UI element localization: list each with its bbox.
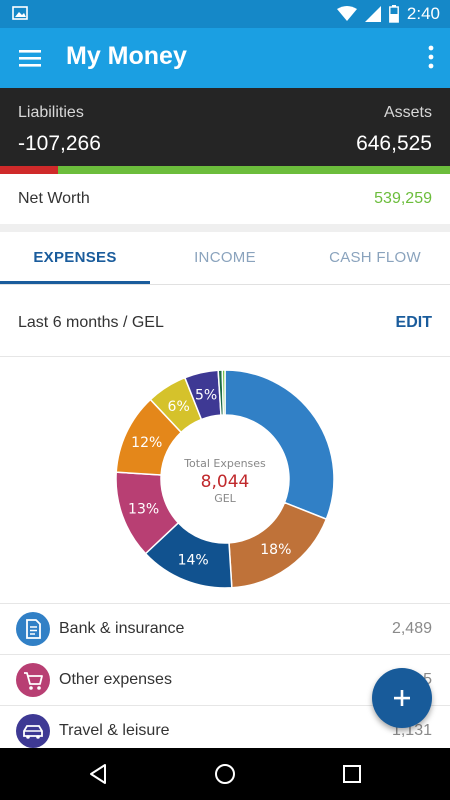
total-expenses-title: Total Expenses: [183, 457, 266, 470]
battery-icon: [389, 5, 399, 23]
category-icon-bg: [16, 612, 50, 646]
slice-percent-label: 12%: [131, 435, 162, 451]
tab-income[interactable]: INCOME: [194, 249, 256, 266]
document-icon: [26, 619, 41, 639]
net-worth-label: Net Worth: [18, 190, 90, 207]
home-icon[interactable]: [213, 762, 237, 786]
net-worth-row[interactable]: Net Worth 539,259: [0, 174, 450, 225]
menu-icon[interactable]: [18, 46, 42, 70]
recents-icon[interactable]: [340, 762, 364, 786]
wifi-icon: [336, 6, 357, 21]
car-icon: [23, 725, 43, 739]
clock: 2:40: [406, 4, 440, 23]
cart-icon: [24, 672, 43, 690]
list-item[interactable]: Bank & insurance 2,489: [0, 603, 450, 654]
list-item-label: Bank & insurance: [59, 620, 185, 637]
period-label: Last 6 months / GEL: [18, 314, 164, 331]
assets-value: 646,525: [356, 132, 432, 155]
slice-percent-label: 6%: [168, 399, 190, 415]
liabilities-value: -107,266: [18, 132, 101, 155]
plus-icon: [394, 690, 410, 706]
total-expenses-currency: GEL: [214, 492, 236, 505]
period-row: Last 6 months / GEL EDIT: [0, 284, 450, 357]
navigation-bar: [0, 748, 450, 800]
edit-button[interactable]: EDIT: [395, 314, 432, 331]
assets-bar: [58, 166, 450, 174]
category-icon-bg: [16, 663, 50, 697]
tab-indicator: [0, 281, 150, 284]
image-notification-icon: [12, 6, 28, 20]
back-icon[interactable]: [86, 762, 110, 786]
category-list: Bank & insurance 2,489 Other expenses 5 …: [0, 603, 450, 756]
liabilities-label: Liabilities: [18, 104, 84, 121]
more-options-icon[interactable]: [426, 44, 436, 70]
status-bar: 2:40: [0, 0, 450, 28]
list-item-label: Other expenses: [59, 671, 172, 688]
balance-summary[interactable]: Liabilities -107,266 Assets 646,525: [0, 88, 450, 174]
slice-percent-label: 5%: [195, 388, 217, 404]
list-item-value: 2,489: [391, 620, 432, 637]
liabilities-bar: [0, 166, 58, 174]
tab-expenses[interactable]: EXPENSES: [33, 249, 117, 266]
category-icon-bg: [16, 714, 50, 748]
list-item[interactable]: Travel & leisure 1,131: [0, 705, 450, 756]
assets-label: Assets: [383, 104, 432, 121]
expenses-donut-chart[interactable]: 18% 14% 13% 12% 6% 5% Total Expenses 8,044 GE…: [112, 366, 338, 592]
list-item-value: 5: [423, 671, 432, 688]
tab-bar: EXPENSES INCOME CASH FLOW: [0, 232, 450, 285]
list-item-label: Travel & leisure: [59, 722, 170, 739]
tab-cash-flow[interactable]: CASH FLOW: [329, 249, 421, 266]
app-title: My Money: [66, 42, 187, 70]
donut-slice[interactable]: [224, 369, 335, 521]
slice-percent-label: 14%: [178, 552, 209, 568]
app-bar: My Money: [0, 28, 450, 88]
list-item[interactable]: Other expenses 5: [0, 654, 450, 705]
section-divider: [0, 224, 450, 232]
donut-slice[interactable]: [221, 369, 226, 416]
slice-percent-label: 18%: [260, 542, 291, 558]
total-expenses-value: 8,044: [201, 472, 250, 492]
add-transaction-button[interactable]: [372, 668, 432, 728]
slice-percent-label: 13%: [128, 501, 159, 517]
signal-icon: [364, 6, 381, 22]
net-worth-value: 539,259: [374, 190, 432, 207]
